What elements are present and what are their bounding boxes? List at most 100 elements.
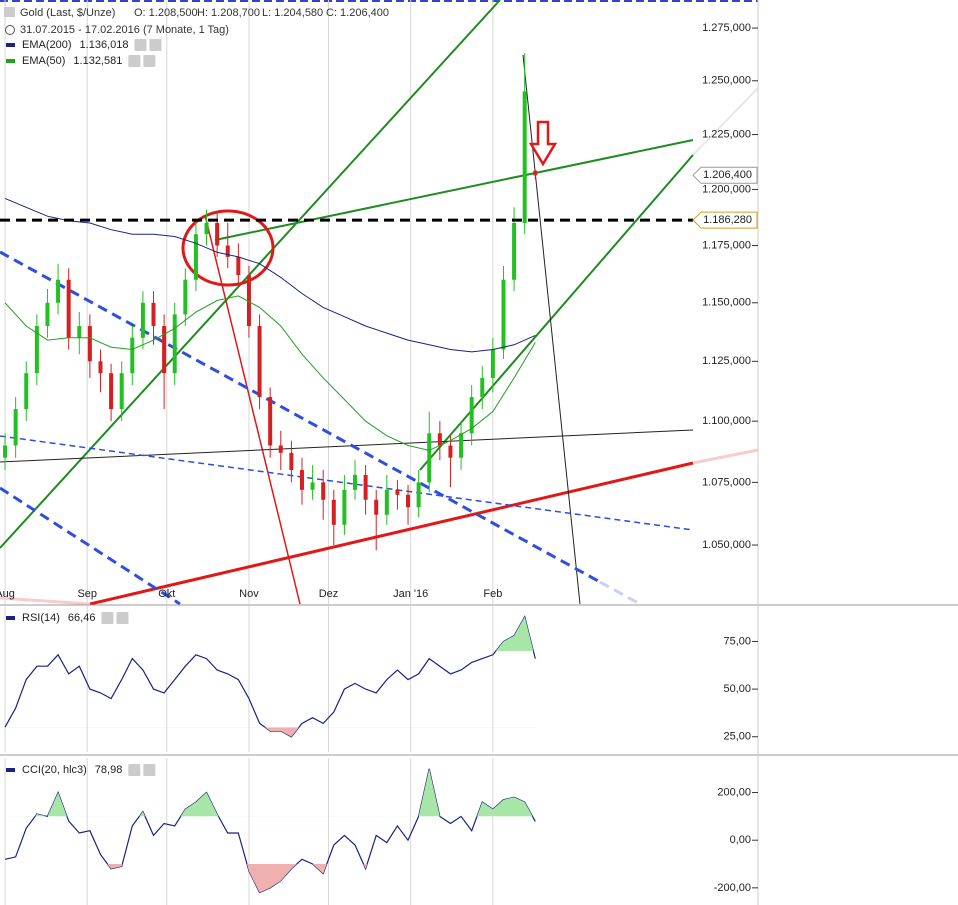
date-range: 31.07.2015 - 17.02.2016 (7 Monate, 1 Tag… — [20, 24, 229, 36]
candle-body — [119, 373, 124, 410]
legend-marker — [6, 768, 15, 772]
indicator-value: 78,98 — [95, 764, 123, 776]
candle-body — [522, 91, 527, 223]
trend-line-extension — [692, 448, 759, 465]
trend-line — [0, 0, 501, 549]
candle-body — [299, 470, 304, 490]
trend-line — [419, 154, 694, 471]
last-price-box — [692, 166, 758, 184]
header: Gold (Last, $/Unze) O: 1.208,500 H: 1.20… — [4, 7, 389, 67]
candle-body — [427, 433, 432, 483]
candle-body — [437, 433, 442, 446]
legend-icon — [149, 39, 162, 51]
indicator-title: CCI(20, hlc3) — [22, 764, 87, 776]
indicator-title: RSI(14) — [22, 612, 60, 624]
y-tick-label: 1.275,000 — [702, 22, 751, 34]
y-tick-label: 75,00 — [723, 635, 751, 647]
highlight-circle — [181, 209, 275, 287]
candle-body — [56, 279, 61, 303]
legend-icon — [143, 764, 156, 776]
candle-body — [448, 445, 453, 458]
legend-label: EMA(200) — [22, 39, 72, 51]
candle-body — [34, 326, 39, 374]
candle-body — [225, 245, 230, 257]
candle-body — [533, 170, 538, 176]
ohlc-label: C: 1.206,400 — [326, 7, 389, 19]
candle-body — [406, 494, 411, 508]
candle-body — [278, 445, 283, 453]
y-tick-label: 25,00 — [723, 731, 751, 743]
candle-body — [109, 373, 114, 410]
y-tick-label: 50,00 — [723, 683, 751, 695]
legend-icon — [128, 55, 141, 67]
y-tick-label: 1.200,000 — [702, 183, 751, 195]
candle-body — [77, 326, 82, 338]
candle-body — [66, 279, 71, 338]
candle-body — [140, 302, 145, 338]
legend-marker — [6, 59, 15, 63]
y-tick-label: 1.050,000 — [702, 539, 751, 551]
legend-value: 1.132,581 — [73, 55, 122, 67]
candle-body — [395, 489, 400, 495]
candle-body — [257, 326, 262, 398]
candle-body — [172, 314, 177, 374]
level-label: 1.186,280 — [703, 214, 752, 226]
trend-line — [0, 486, 181, 606]
x-tick-label: Jan '16 — [393, 588, 428, 600]
overbought-fill — [5, 768, 536, 817]
x-tick-label: Feb — [483, 588, 502, 600]
y-tick-label: 1.250,000 — [702, 75, 751, 87]
candle-body — [501, 279, 506, 350]
y-tick-label: 1.075,000 — [702, 476, 751, 488]
candle-body — [87, 326, 92, 362]
candle-body — [363, 474, 368, 500]
x-tick-label: Aug — [0, 588, 15, 600]
candle-body — [236, 256, 241, 276]
icon — [4, 7, 15, 17]
trend-line — [0, 435, 694, 531]
x-tick-label: Okt — [158, 588, 175, 600]
level-label-box — [692, 211, 758, 229]
oversold-fill — [5, 727, 536, 737]
candle-body — [374, 499, 379, 515]
ohlc-label: O: 1.208,500 — [134, 7, 198, 19]
y-tick-label: 1.100,000 — [702, 415, 751, 427]
candle-body — [480, 377, 485, 398]
y-tick-label: 0,00 — [730, 834, 751, 846]
y-tick-label: 1.225,000 — [702, 128, 751, 140]
y-tick-label: 1.125,000 — [702, 355, 751, 367]
ohlc-label: L: 1.204,580 — [262, 7, 323, 19]
candle-body — [490, 349, 495, 378]
legend-icon — [128, 764, 141, 776]
trend-line — [0, 429, 694, 463]
candle-body — [13, 409, 18, 446]
trend-line-extension — [599, 580, 641, 606]
trend-line — [89, 461, 694, 606]
clock-icon — [5, 25, 15, 35]
legend-icon — [116, 612, 129, 624]
candle-body — [215, 222, 220, 246]
candle-body — [310, 482, 315, 490]
candle-body — [246, 275, 251, 327]
candle-body — [3, 445, 8, 458]
candle-body — [289, 452, 294, 471]
candle-body — [183, 279, 188, 315]
x-tick-label: Dez — [319, 588, 339, 600]
x-tick-label: Sep — [77, 588, 97, 600]
legend-value: 1.136,018 — [80, 39, 129, 51]
trend-line — [0, 250, 601, 584]
candle-body — [193, 234, 198, 280]
indicator-value: 66,46 — [68, 612, 96, 624]
annotations — [0, 0, 759, 606]
y-tick-label: -200,00 — [714, 882, 751, 894]
candle-body — [268, 397, 273, 446]
legend-label: EMA(50) — [22, 55, 65, 67]
y-tick-label: 200,00 — [717, 786, 751, 798]
candle-body — [459, 433, 464, 458]
y-tick-label: 1.175,000 — [702, 239, 751, 251]
candle-body — [24, 373, 29, 410]
ohlc-label: H: 1.208,700 — [197, 7, 260, 19]
